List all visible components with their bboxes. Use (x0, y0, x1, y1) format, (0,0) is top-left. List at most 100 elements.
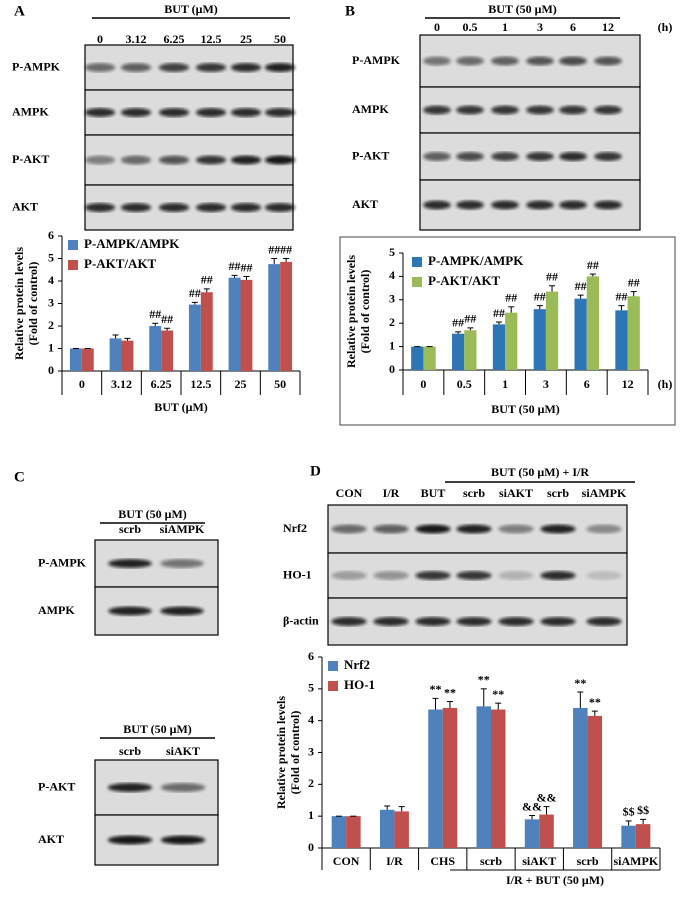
y-tick-label: 1 (389, 338, 395, 352)
blot-band (373, 617, 409, 626)
blot-treatment: BUT (50 μM) (488, 2, 557, 16)
blot-band (107, 835, 153, 845)
error-bar (283, 258, 290, 262)
blot-treatment: BUT (μM) (164, 2, 218, 16)
blot-treatment: BUT (50 μM) (123, 722, 192, 736)
blot-band (491, 56, 519, 66)
blot-band (526, 200, 554, 210)
blot-band (540, 571, 576, 580)
lane-label: 0 (434, 20, 440, 34)
blot-band (540, 524, 576, 534)
significance-label: ## (575, 279, 587, 293)
bar (524, 819, 540, 848)
blot-row-label: P-AKT (352, 148, 389, 162)
error-bar (446, 701, 453, 708)
lane-label: I/R (383, 486, 400, 500)
blot-band (264, 155, 296, 165)
bar (635, 824, 651, 848)
significance-label: ## (201, 273, 213, 287)
bar (615, 310, 628, 370)
lane-label: scrb (463, 486, 485, 500)
legend-swatch (328, 681, 338, 691)
blot-band (498, 617, 534, 626)
blot-band (415, 617, 451, 626)
error-bar (124, 337, 131, 341)
error-bar (164, 327, 171, 331)
blot-band (498, 571, 534, 580)
blot-band (120, 155, 152, 165)
y-tick-label: 5 (308, 681, 314, 695)
y-tick-label: 3 (308, 744, 314, 758)
blot-band (594, 56, 622, 66)
bar (452, 333, 465, 370)
bar (574, 298, 587, 370)
x-tick-label: scrb (480, 854, 502, 868)
significance-label: ## (546, 270, 558, 284)
x-tick-label: siAMPK (614, 854, 659, 868)
blot-row-label: AKT (38, 832, 64, 846)
bar (539, 814, 554, 848)
error-bar (203, 288, 210, 293)
blot-band (415, 571, 451, 580)
blot-band (594, 200, 622, 210)
lane-label: scrb (119, 744, 141, 758)
error-bar (625, 820, 632, 826)
blot-band (423, 56, 451, 66)
panel-frame (339, 236, 676, 426)
lane-label: 50 (274, 32, 286, 46)
significance-label: ** (429, 682, 441, 696)
bar (411, 346, 424, 370)
error-bar (398, 806, 405, 812)
error-bar (432, 697, 439, 710)
lane-label: 3.12 (126, 32, 147, 46)
error-bar (591, 710, 598, 716)
error-bar (495, 702, 502, 710)
error-bar (191, 301, 198, 305)
x-tick-label: 12.5 (190, 377, 211, 391)
blot-band (120, 108, 152, 117)
bar (69, 348, 82, 371)
significance-label: ## (452, 316, 464, 330)
significance-label: ** (478, 673, 490, 687)
error-bar (577, 294, 584, 299)
y-tick-label: 0 (389, 362, 395, 376)
bar (587, 715, 603, 848)
error-bar (243, 276, 250, 280)
blot-row-label: β-actin (283, 613, 319, 627)
x-tick-label: I/R (386, 854, 403, 868)
error-bar (152, 322, 159, 326)
y-tick-label: 6 (48, 228, 54, 242)
lane-label: 0 (97, 32, 103, 46)
blot-band (559, 152, 587, 161)
blot-band (84, 155, 116, 165)
lane-label: 1 (502, 20, 508, 34)
blot-band (491, 152, 519, 161)
blot-treatment: BUT (50 μM) + I/R (491, 465, 589, 479)
blot-band (540, 617, 576, 626)
bar (240, 279, 253, 371)
significance-label: && (537, 790, 557, 804)
y-tick-label: 4 (389, 268, 395, 282)
panel-label: D (310, 463, 321, 479)
x-tick-label: 6.25 (151, 377, 172, 391)
x-tick-label: 0 (420, 377, 426, 391)
significance-label: ## (189, 286, 201, 300)
blot-row-label: AKT (352, 197, 378, 211)
y-tick-label: 5 (389, 245, 395, 259)
significance-label: ## (229, 259, 241, 273)
error-bar (529, 815, 536, 820)
lane-label: scrb (547, 486, 569, 500)
x-tick-label: CON (333, 854, 360, 868)
x-tick-label: 1 (502, 377, 508, 391)
legend-label: HO-1 (344, 677, 375, 692)
x-tick-label: 25 (235, 377, 247, 391)
blot-row-label: Nrf2 (283, 521, 307, 535)
x-tick-label: 12 (622, 377, 634, 391)
blot-row-label: P-AMPK (12, 59, 61, 73)
blot-row-label: AMPK (352, 102, 389, 116)
blot-band (456, 571, 492, 580)
bar (379, 809, 395, 848)
bar (149, 326, 162, 371)
error-bar (271, 258, 278, 265)
legend-label: Nrf2 (344, 657, 370, 672)
